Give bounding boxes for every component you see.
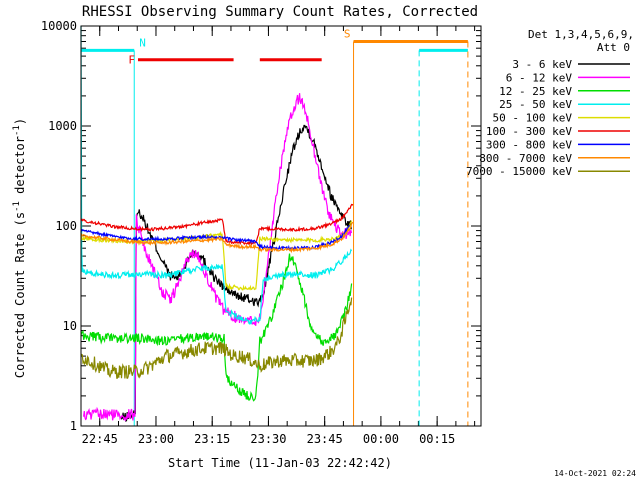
legend-label: 7000 - 15000 keV bbox=[466, 165, 572, 178]
x-tick-label: 23:00 bbox=[138, 432, 174, 446]
series-line-25-50-kev bbox=[80, 25, 353, 325]
footer-timestamp: 14-Oct-2021 02:24 bbox=[554, 469, 636, 478]
y-axis-label-mid: detector bbox=[13, 136, 27, 201]
y-axis-label: Corrected Count Rate (s-1 detector-1) bbox=[12, 118, 27, 378]
legend-label: 6 - 12 keV bbox=[506, 71, 573, 84]
y-axis-label-main: Corrected Count Rate (s bbox=[13, 212, 27, 378]
y-axis-label-end: ) bbox=[13, 118, 27, 125]
legend-header-detectors: Det 1,3,4,5,6,9, bbox=[528, 28, 634, 41]
flag-label-F: F bbox=[128, 54, 135, 67]
y-axis-label-sup1: -1 bbox=[12, 201, 22, 212]
series-line-800-7000-kev bbox=[80, 221, 354, 254]
legend-label: 100 - 300 keV bbox=[486, 125, 572, 138]
legend-label: 25 - 50 keV bbox=[499, 98, 572, 111]
x-tick-label: 23:30 bbox=[250, 432, 286, 446]
legend-label: 12 - 25 keV bbox=[499, 85, 572, 98]
plot-frame bbox=[80, 25, 482, 427]
series-line-12-25-kev bbox=[80, 253, 353, 402]
legend-header-attenuator: Att 0 bbox=[597, 41, 630, 54]
flag-label-N: N bbox=[139, 36, 146, 49]
x-tick-label: 00:00 bbox=[363, 432, 399, 446]
legend-label: 800 - 7000 keV bbox=[479, 152, 572, 165]
series-line-3-6-kev bbox=[120, 124, 352, 422]
y-tick-label: 1000 bbox=[48, 119, 77, 133]
x-tick-label: 23:15 bbox=[194, 432, 230, 446]
series-line-6-12-kev bbox=[83, 93, 353, 422]
x-tick-label: 22:45 bbox=[82, 432, 118, 446]
x-tick-label: 00:15 bbox=[419, 432, 455, 446]
y-tick-label: 10 bbox=[63, 319, 77, 333]
chart-title: RHESSI Observing Summary Count Rates, Co… bbox=[82, 4, 478, 20]
legend-label: 300 - 800 keV bbox=[486, 138, 572, 151]
y-tick-label: 1 bbox=[70, 419, 77, 433]
y-tick-label: 10000 bbox=[41, 19, 77, 33]
series-line-7000-15000-kev bbox=[80, 297, 353, 379]
y-axis-label-sup2: -1 bbox=[12, 125, 22, 136]
x-tick-label: 23:45 bbox=[307, 432, 343, 446]
series-line-300-800-kev bbox=[80, 224, 351, 252]
series-line-100-300-kev bbox=[80, 203, 354, 246]
x-axis-label: Start Time (11-Jan-03 22:42:42) bbox=[168, 456, 392, 470]
y-tick-label: 100 bbox=[55, 219, 77, 233]
plot-area: 1 10 100 1000 10000 22:45 23:00 23:15 23:30 23:45… bbox=[41, 19, 481, 446]
legend-label: 3 - 6 keV bbox=[512, 58, 572, 71]
flag-label-S: S bbox=[344, 27, 351, 40]
legend-label: 50 - 100 keV bbox=[493, 112, 573, 125]
